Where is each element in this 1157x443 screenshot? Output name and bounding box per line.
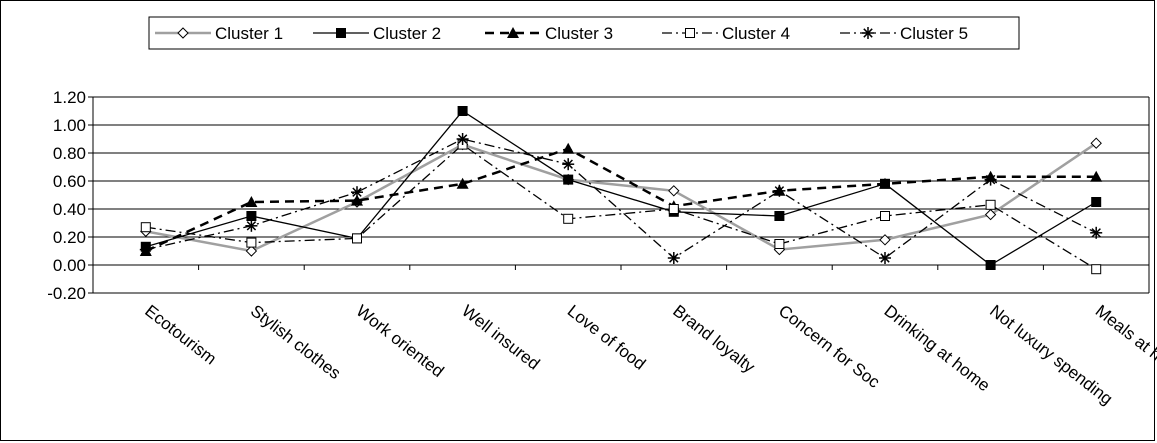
legend-item-3: Cluster 3 [485,24,613,43]
y-tick-label: 0.80 [53,144,86,163]
y-tick-label: 1.20 [53,88,86,107]
data-point [984,173,997,186]
axes [88,96,1150,294]
data-point [246,237,257,248]
data-point [336,28,346,38]
series-5 [139,133,1103,264]
legend-item-4: Cluster 4 [662,24,790,43]
data-point [862,27,874,39]
data-point [879,177,891,189]
data-point [1090,226,1103,239]
legend-label: Cluster 4 [722,24,790,43]
legend-label: Cluster 5 [900,24,968,43]
y-tick-label: 0.20 [53,228,86,247]
data-point [563,213,574,224]
data-point [685,28,695,38]
x-tick-label: Well insured [458,301,543,373]
x-tick-label: Concern for Soc [775,301,884,392]
data-point [668,185,680,197]
data-point [880,211,890,221]
data-point [456,177,469,189]
series-line [145,147,1097,253]
series-4 [140,139,1102,275]
series-lines [139,106,1103,275]
y-tick-labels: 1.20 1.00 0.80 0.60 0.40 0.20 0.00 -0.20 [47,88,86,303]
legend-item-2: Cluster 2 [313,24,441,43]
data-point [351,186,363,199]
data-point [774,211,785,221]
data-point [563,174,574,185]
data-point [177,27,189,39]
data-point [351,194,363,206]
data-point [139,243,152,256]
data-point [457,106,468,116]
y-tick-label: 0.40 [53,200,86,219]
data-point [456,133,469,145]
x-tick-label: Work oriented [353,301,448,381]
data-point [984,208,997,221]
y-tick-label: 0.60 [53,172,86,191]
data-point [352,233,362,244]
data-point [246,211,257,221]
y-tick-label: 1.00 [53,116,86,135]
data-point [879,252,891,264]
legend-label: Cluster 3 [545,24,613,43]
legend-item-1: Cluster 1 [155,24,283,43]
x-tick-label: Ecotourism [141,301,220,368]
data-point [1090,137,1102,149]
data-point [562,158,575,171]
legend: Cluster 1 Cluster 2 Cluster 3 Cluster 4 Clus… [148,16,1020,50]
legend-label: Cluster 1 [215,24,283,43]
series-line [145,138,1097,259]
data-point [667,252,680,264]
data-point [1090,170,1103,182]
data-point [562,142,575,154]
x-tick-label: Meals at home [1092,301,1157,385]
data-point [985,199,996,210]
data-point [245,196,258,207]
series-line [145,110,1097,266]
y-tick-label: -0.20 [47,284,86,303]
data-point [879,234,891,246]
data-point [507,27,519,38]
data-point [245,245,258,257]
x-tick-label: Love of food [564,301,649,374]
data-point [774,239,785,249]
x-tick-label: Drinking at home [881,301,994,395]
data-point [668,204,679,214]
series-2 [140,106,1102,270]
x-tick-label: Stylish clothes [247,301,344,383]
legend-label: Cluster 2 [373,24,441,43]
data-point [140,222,151,233]
data-point [985,260,996,270]
x-tick-labels: Ecotourism Stylish clothes Work oriented We… [141,301,1157,408]
series-line [145,143,1097,270]
x-tick-label: Brand loyalty [669,301,759,377]
data-point [1091,197,1102,207]
series-1 [140,137,1102,257]
data-point [1091,264,1102,275]
series-line [145,142,1097,253]
data-point [773,184,786,197]
legend-item-5: Cluster 5 [840,24,968,43]
y-tick-label: 0.00 [53,256,86,275]
data-point [245,219,258,232]
